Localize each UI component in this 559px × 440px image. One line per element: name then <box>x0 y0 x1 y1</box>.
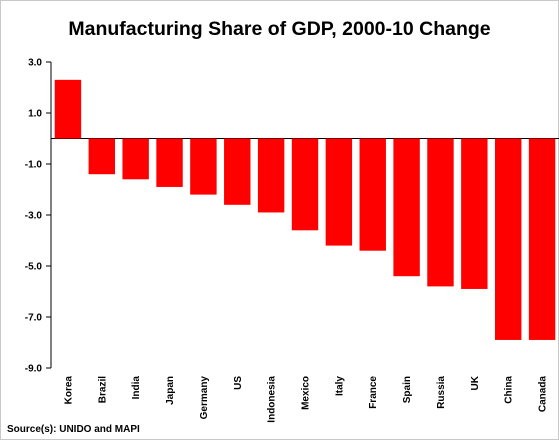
bar-china <box>494 138 522 340</box>
category-label: Japan <box>165 376 176 405</box>
y-tick-label: -3.0 <box>25 211 43 222</box>
bar-spain <box>393 138 420 277</box>
category-label: Indonesia <box>267 376 278 423</box>
category-label: China <box>504 376 515 404</box>
bar-russia <box>427 138 454 287</box>
category-label: UK <box>470 375 481 390</box>
bar-india <box>122 138 149 180</box>
category-label: US <box>233 376 244 390</box>
chart-title: Manufacturing Share of GDP, 2000-10 Chan… <box>68 18 491 40</box>
category-label: India <box>131 376 142 400</box>
bar-korea <box>54 79 82 139</box>
bar-canada <box>528 138 556 340</box>
y-tick-label: -5.0 <box>25 262 43 273</box>
category-label: Korea <box>63 376 74 405</box>
category-label: Germany <box>199 376 210 420</box>
category-label: Spain <box>402 376 413 403</box>
bar-germany <box>190 138 217 195</box>
bar-brazil <box>88 138 116 175</box>
y-tick-label: 3.0 <box>28 58 42 69</box>
bar-italy <box>325 138 353 246</box>
category-label: Canada <box>538 376 549 413</box>
y-tick-label: 1.0 <box>28 109 42 120</box>
category-label: Italy <box>334 376 345 396</box>
bar-us <box>224 138 251 205</box>
bar-uk <box>461 138 488 289</box>
source-note: Source(s): UNIDO and MAPI <box>7 424 140 435</box>
y-tick-label: -1.0 <box>25 160 43 171</box>
bar-france <box>359 138 386 251</box>
category-label: Mexico <box>301 376 312 410</box>
y-tick-label: -7.0 <box>25 313 43 324</box>
bar-mexico <box>291 138 319 231</box>
bar-indonesia <box>257 138 285 213</box>
category-label: Russia <box>436 376 447 409</box>
y-tick-label: -9.0 <box>25 364 43 375</box>
bar-japan <box>156 138 183 187</box>
category-label: Brazil <box>97 376 108 403</box>
category-label: France <box>368 376 379 409</box>
